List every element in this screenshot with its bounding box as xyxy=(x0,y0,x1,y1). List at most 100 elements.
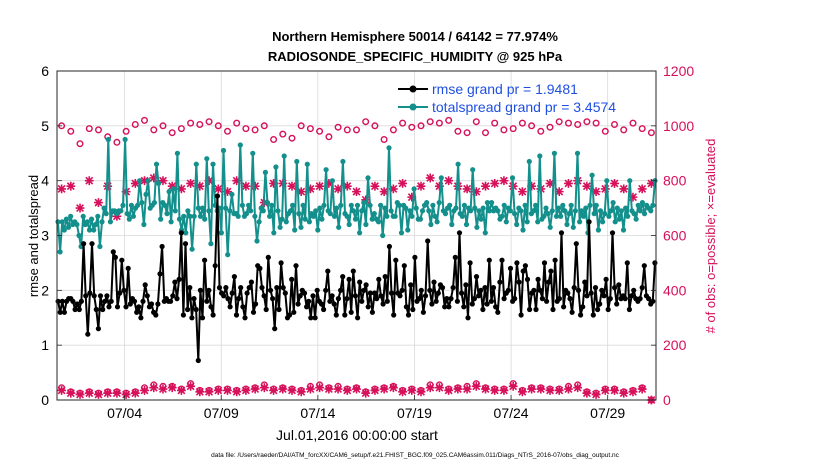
totalspread-point xyxy=(357,230,363,236)
obs-evaluated-low-marker xyxy=(471,381,481,391)
obs-evaluated-marker xyxy=(306,184,315,194)
totalspread-point xyxy=(468,208,474,214)
totalspread-point xyxy=(130,213,136,219)
rmse-point xyxy=(588,290,594,296)
totalspread-point xyxy=(382,205,388,211)
rmse-point xyxy=(369,309,375,315)
rmse-point xyxy=(578,312,584,318)
rmse-point xyxy=(274,285,280,291)
rmse-point xyxy=(469,301,475,307)
left-tick-label: 4 xyxy=(41,173,49,189)
totalspread-point xyxy=(344,213,350,219)
x-tick-label: 07/14 xyxy=(300,405,335,421)
totalspread-point xyxy=(246,202,252,208)
rmse-point xyxy=(276,306,282,313)
totalspread-point xyxy=(478,216,484,222)
rmse-point xyxy=(297,293,303,299)
obs-possible-marker xyxy=(205,118,213,126)
rmse-point xyxy=(452,254,458,260)
totalspread-point xyxy=(514,221,520,228)
obs-evaluated-marker xyxy=(94,198,103,208)
totalspread-point xyxy=(281,153,287,159)
rmse-point xyxy=(490,285,497,291)
totalspread-point xyxy=(396,202,402,208)
obs-evaluated-low-marker xyxy=(333,384,343,394)
totalspread-point xyxy=(392,213,398,219)
rmse-point xyxy=(463,282,469,288)
obs-possible-marker xyxy=(85,125,93,133)
rmse-point xyxy=(321,306,327,313)
totalspread-line xyxy=(57,138,656,256)
obs-evaluated-marker xyxy=(296,187,306,197)
rmse-point xyxy=(482,285,488,291)
obs-evaluated-low-marker xyxy=(508,381,518,391)
obs-evaluated-low-marker xyxy=(610,385,619,395)
totalspread-point xyxy=(378,202,384,208)
totalspread-point xyxy=(442,211,449,217)
obs-evaluated-low-marker xyxy=(573,383,583,393)
rmse-point xyxy=(448,296,454,302)
obs-possible-marker xyxy=(343,126,351,134)
totalspread-point xyxy=(551,150,558,156)
totalspread-point xyxy=(620,227,627,233)
totalspread-point xyxy=(237,142,243,148)
totalspread-point xyxy=(164,211,170,217)
rmse-point xyxy=(561,304,567,310)
totalspread-point xyxy=(65,224,72,230)
obs-evaluated-marker xyxy=(324,178,334,188)
footer-data-file: data file: /Users/raeder/DAI/ATM_forcXX/… xyxy=(211,452,620,459)
obs-evaluated-marker xyxy=(250,181,260,191)
obs-evaluated-marker xyxy=(66,181,76,191)
rmse-point xyxy=(539,296,546,302)
x-tick-label: 07/19 xyxy=(397,405,432,421)
rmse-point xyxy=(227,304,233,310)
obs-evaluated-low-marker xyxy=(490,385,500,395)
rmse-point xyxy=(176,276,182,282)
totalspread-point xyxy=(522,202,528,208)
rmse-point xyxy=(253,301,259,307)
rmse-point xyxy=(516,279,522,285)
right-tick-label: 800 xyxy=(663,173,687,189)
obs-possible-marker xyxy=(279,130,287,138)
rmse-layer xyxy=(55,193,658,364)
rmse-point xyxy=(89,241,95,247)
obs-possible-marker xyxy=(270,135,278,143)
rmse-point xyxy=(119,257,125,263)
obs-possible-marker xyxy=(472,118,480,126)
totalspread-point xyxy=(250,150,256,156)
rmse-point xyxy=(401,263,407,269)
rmse-point xyxy=(59,298,65,304)
rmse-point xyxy=(546,279,552,285)
rmse-point xyxy=(433,298,439,304)
obs-evaluated-low-marker xyxy=(158,384,168,394)
obs-evaluated-marker xyxy=(361,195,371,205)
obs-evaluated-marker xyxy=(315,181,325,191)
rmse-point xyxy=(197,287,203,293)
totalspread-point xyxy=(375,219,382,225)
rmse-point xyxy=(280,285,286,291)
totalspread-point xyxy=(606,213,612,219)
obs-possible-marker xyxy=(601,127,609,135)
obs-evaluated-marker xyxy=(591,187,601,197)
rmse-point xyxy=(223,285,229,291)
rmse-point xyxy=(493,304,499,310)
totalspread-point xyxy=(648,208,654,214)
obs-evaluated-marker xyxy=(619,184,629,194)
rmse-point xyxy=(212,263,218,269)
totalspread-point xyxy=(105,136,111,143)
totalspread-point xyxy=(143,191,149,197)
obs-possible-marker xyxy=(482,129,490,137)
rmse-point xyxy=(590,312,596,318)
rmse-point xyxy=(609,230,616,236)
totalspread-point xyxy=(262,169,268,175)
totalspread-point xyxy=(398,230,405,236)
totalspread-point xyxy=(103,211,109,217)
rmse-point xyxy=(304,304,310,310)
totalspread-point xyxy=(591,211,597,217)
obs-evaluated-low-marker xyxy=(444,385,454,395)
totalspread-point xyxy=(229,191,235,197)
obs-evaluated-low-marker xyxy=(582,388,592,398)
rmse-point xyxy=(214,193,220,199)
totalspread-point xyxy=(566,211,572,217)
obs-evaluated-low-marker xyxy=(481,384,490,394)
